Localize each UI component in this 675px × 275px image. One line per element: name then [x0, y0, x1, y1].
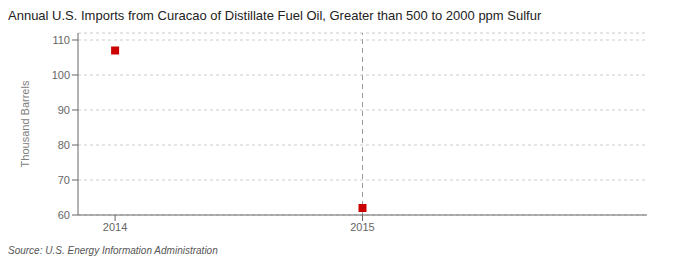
svg-text:80: 80	[58, 139, 70, 151]
svg-text:70: 70	[58, 174, 70, 186]
svg-text:90: 90	[58, 104, 70, 116]
svg-text:Thousand Barrels: Thousand Barrels	[19, 80, 31, 167]
svg-text:100: 100	[52, 69, 70, 81]
svg-text:2014: 2014	[103, 221, 127, 233]
svg-text:2015: 2015	[350, 221, 374, 233]
svg-text:110: 110	[52, 34, 70, 46]
svg-text:60: 60	[58, 209, 70, 221]
html-text:Source: U.S. Energy Informatio: Source: U.S. Energy Information Administ…	[8, 245, 218, 256]
html-text:Annual U.S. Imports from Curac: Annual U.S. Imports from Curacao of Dist…	[8, 8, 542, 23]
